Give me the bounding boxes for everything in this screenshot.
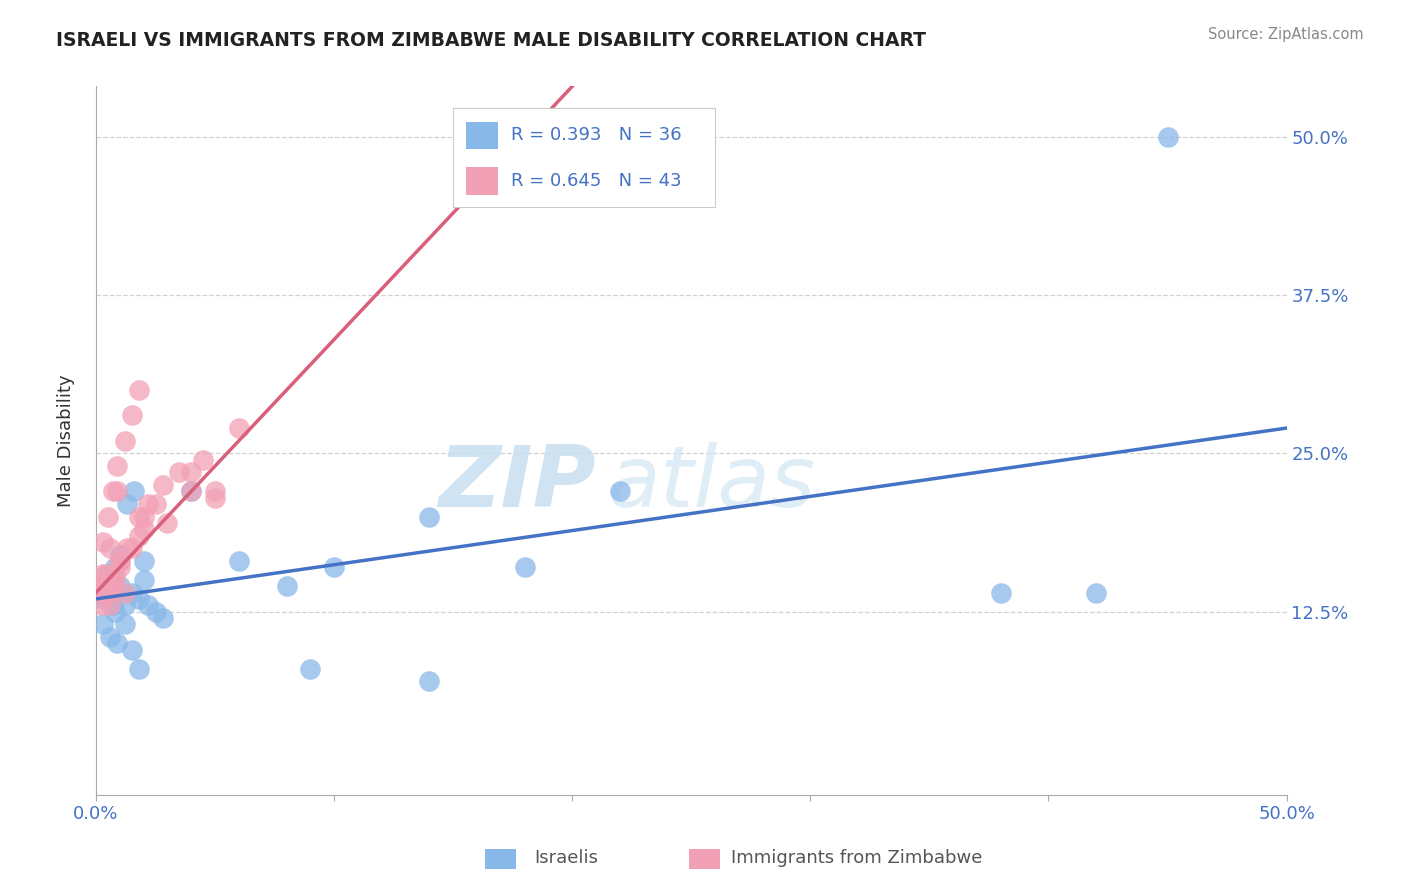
Point [104, 573, 127, 587]
Point [1156, 130, 1178, 145]
Point [128, 661, 150, 675]
Point [97, 585, 120, 599]
Point [152, 611, 174, 625]
Point [115, 497, 138, 511]
Point [169, 466, 191, 480]
Point [418, 674, 440, 689]
Point [101, 579, 124, 593]
Point [107, 484, 129, 499]
Point [990, 585, 1012, 599]
Point [121, 585, 143, 599]
Point [145, 497, 167, 511]
Point [114, 585, 136, 599]
Point [418, 509, 440, 524]
Point [101, 599, 124, 613]
Point [128, 383, 150, 397]
Point [276, 579, 298, 593]
Point [108, 548, 131, 562]
Point [228, 421, 250, 435]
Point [108, 579, 131, 593]
Point [104, 605, 127, 619]
Point [228, 554, 250, 568]
Point [98, 630, 121, 644]
Point [121, 409, 143, 423]
Point [108, 560, 131, 574]
Point [132, 573, 155, 587]
Point [513, 560, 536, 574]
Point [91, 591, 114, 606]
Point [108, 554, 131, 568]
Point [128, 591, 150, 606]
Point [191, 452, 214, 467]
Point [107, 636, 129, 650]
Point [97, 509, 120, 524]
Point [132, 554, 155, 568]
Text: atlas: atlas [607, 442, 815, 524]
Point [98, 599, 121, 613]
Point [114, 599, 136, 613]
Text: ISRAELI VS IMMIGRANTS FROM ZIMBABWE MALE DISABILITY CORRELATION CHART: ISRAELI VS IMMIGRANTS FROM ZIMBABWE MALE… [56, 31, 927, 50]
Point [128, 509, 150, 524]
Point [323, 560, 346, 574]
Point [145, 605, 167, 619]
Point [180, 484, 202, 499]
Point [122, 484, 145, 499]
Point [90, 585, 112, 599]
Point [132, 522, 155, 536]
Point [115, 541, 138, 556]
Point [98, 541, 121, 556]
Point [180, 466, 202, 480]
Point [114, 434, 136, 448]
Point [121, 541, 143, 556]
Point [108, 554, 131, 568]
Point [138, 497, 160, 511]
Point [98, 585, 121, 599]
Point [90, 599, 112, 613]
Point [94, 566, 117, 581]
Point [91, 617, 114, 632]
Point [609, 484, 631, 499]
Point [91, 566, 114, 581]
Point [94, 579, 117, 593]
Text: Israelis: Israelis [534, 849, 599, 867]
Point [104, 560, 127, 574]
Text: Source: ZipAtlas.com: Source: ZipAtlas.com [1208, 27, 1364, 42]
Point [1085, 585, 1108, 599]
Point [204, 491, 226, 505]
Point [114, 617, 136, 632]
Point [97, 585, 120, 599]
Point [128, 528, 150, 542]
Point [299, 661, 322, 675]
Point [101, 484, 124, 499]
Y-axis label: Male Disability: Male Disability [58, 375, 75, 507]
Text: ZIP: ZIP [439, 442, 596, 524]
Text: Immigrants from Zimbabwe: Immigrants from Zimbabwe [731, 849, 983, 867]
Point [132, 509, 155, 524]
Point [107, 458, 129, 473]
Point [138, 599, 160, 613]
Point [180, 484, 202, 499]
Point [91, 585, 114, 599]
Point [91, 535, 114, 549]
Point [156, 516, 179, 530]
Point [104, 566, 127, 581]
Point [121, 642, 143, 657]
Point [152, 478, 174, 492]
Point [204, 484, 226, 499]
Point [97, 566, 120, 581]
Point [90, 579, 112, 593]
